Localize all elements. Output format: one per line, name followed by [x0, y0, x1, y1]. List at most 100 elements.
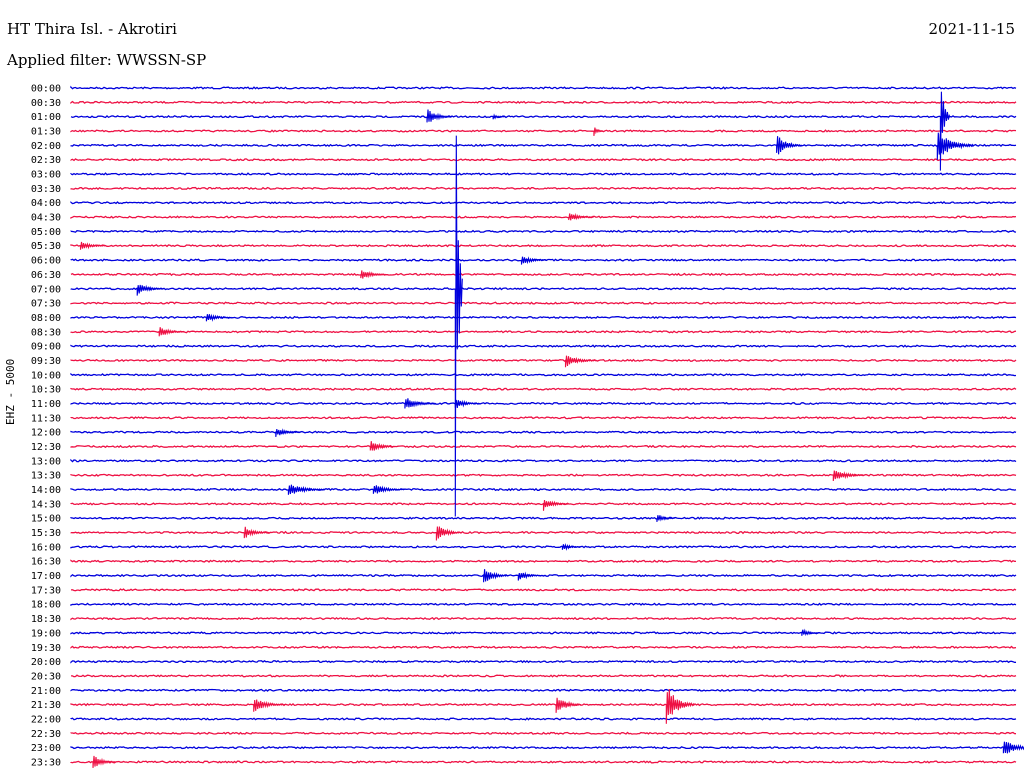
trace-row — [70, 731, 1017, 735]
row-time-label: 17:00 — [31, 571, 61, 582]
trace-row — [70, 387, 1017, 391]
trace-row — [70, 344, 1017, 348]
row-time-label: 22:00 — [31, 714, 61, 725]
filter-label: Applied filter: WWSSN-SP — [7, 51, 207, 69]
trace-row — [70, 172, 1017, 176]
trace-row — [70, 201, 1017, 205]
trace-row — [70, 444, 1017, 449]
row-time-label: 09:30 — [31, 356, 61, 367]
row-time-label: 10:30 — [31, 385, 61, 396]
row-time-label: 03:30 — [31, 184, 61, 195]
seismic-event — [158, 327, 185, 337]
trace-row — [70, 330, 1017, 334]
row-time-label: 23:00 — [31, 743, 61, 754]
row-time-label: 11:00 — [31, 399, 61, 410]
trace-row — [70, 215, 1017, 219]
trace-row — [70, 760, 1017, 764]
y-axis-label: EHZ - 5000 — [4, 358, 17, 425]
trace-row — [70, 401, 1017, 406]
seismic-event — [561, 542, 581, 551]
station-title: HT Thira Isl. - Akrotiri — [7, 20, 177, 38]
seismic-event — [79, 241, 106, 250]
row-time-label: 12:30 — [31, 442, 61, 453]
trace-row — [70, 301, 1017, 305]
seismic-event — [564, 355, 597, 368]
trace-row — [70, 272, 1017, 277]
trace-row — [70, 358, 1017, 363]
date-label: 2021-11-15 — [928, 20, 1015, 38]
trace-row — [70, 143, 1017, 148]
row-time-label: 19:00 — [31, 628, 61, 639]
row-time-label: 22:30 — [31, 729, 61, 740]
trace-row — [70, 287, 1017, 291]
seismic-event — [92, 755, 116, 768]
trace-row — [70, 458, 1017, 463]
seismic-event — [542, 500, 569, 511]
trace-row — [70, 129, 1017, 133]
row-time-label: 14:30 — [31, 499, 61, 510]
row-time-label: 01:00 — [31, 112, 61, 123]
trace-row — [71, 674, 1017, 678]
seismic-event — [454, 399, 481, 408]
row-time-label: 15:30 — [31, 528, 61, 539]
row-time-label: 06:30 — [31, 270, 61, 281]
row-time-label: 09:00 — [31, 342, 61, 353]
row-time-label: 04:00 — [31, 198, 61, 209]
trace-row — [70, 85, 1017, 90]
row-time-label: 02:30 — [31, 155, 61, 166]
row-time-label: 03:00 — [31, 170, 61, 181]
trace-row — [70, 430, 1017, 434]
trace-row — [70, 114, 1017, 119]
seismic-event — [136, 284, 163, 296]
seismic-event — [593, 127, 604, 136]
row-time-label: 02:00 — [31, 141, 61, 152]
row-time-label: 18:30 — [31, 614, 61, 625]
trace-row — [70, 616, 1017, 621]
row-time-label: 00:30 — [31, 98, 61, 109]
seismic-event — [776, 136, 802, 155]
row-time-label: 05:00 — [31, 227, 61, 238]
seismic-event — [801, 628, 821, 637]
trace-row — [70, 602, 1017, 606]
trace-row — [70, 229, 1017, 234]
seismic-event — [517, 571, 544, 581]
row-time-label: 21:00 — [31, 686, 61, 697]
row-time-label: 06:00 — [31, 256, 61, 267]
seismic-event — [936, 132, 975, 160]
trace-row — [70, 559, 1017, 563]
row-time-label: 16:30 — [31, 557, 61, 568]
seismic-event — [253, 699, 285, 712]
row-time-label: 04:30 — [31, 213, 61, 224]
row-time-label: 00:00 — [31, 84, 61, 95]
seismic-event — [1002, 741, 1024, 754]
row-time-label: 08:00 — [31, 313, 61, 324]
trace-row — [70, 573, 1017, 578]
seismic-event — [426, 109, 453, 123]
seismic-event — [492, 113, 506, 120]
seismic-event — [360, 270, 387, 279]
seismic-event — [287, 484, 326, 495]
row-time-label: 18:00 — [31, 600, 61, 611]
trace-row — [70, 659, 1017, 664]
trace-row — [70, 588, 1017, 592]
trace-row — [70, 158, 1017, 162]
row-time-label: 23:30 — [31, 757, 61, 768]
seismic-event — [665, 688, 695, 724]
seismic-event — [555, 697, 582, 713]
row-time-label: 10:00 — [31, 370, 61, 381]
row-time-label: 20:00 — [31, 657, 61, 668]
trace-row — [70, 100, 1017, 104]
row-time-label: 13:30 — [31, 471, 61, 482]
trace-row — [70, 702, 1016, 707]
seismic-event — [568, 212, 594, 221]
seismic-event — [369, 441, 396, 451]
trace-row — [70, 473, 1017, 477]
trace-row — [70, 530, 1017, 535]
row-time-label: 12:00 — [31, 428, 61, 439]
seismic-event — [483, 569, 509, 583]
trace-row — [70, 416, 1017, 420]
row-time-label: 13:00 — [31, 456, 61, 467]
row-time-label: 01:30 — [31, 127, 61, 138]
row-time-label: 05:30 — [31, 241, 61, 252]
